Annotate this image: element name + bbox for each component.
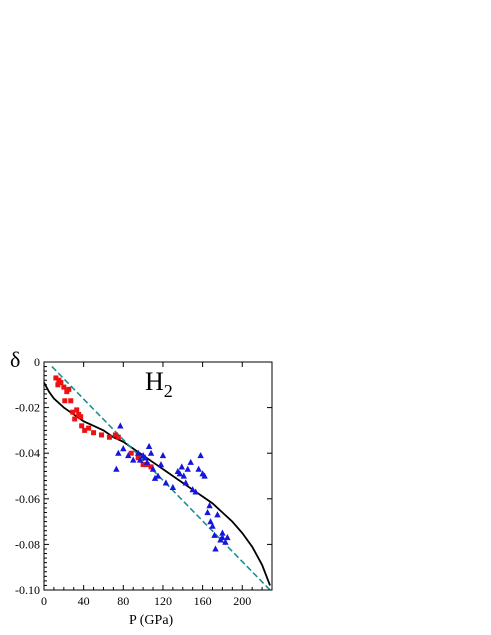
square-point xyxy=(112,432,118,438)
triangle-point xyxy=(214,511,221,518)
triangle-point xyxy=(154,472,162,479)
y-tick-label: -0.06 xyxy=(15,492,40,506)
square-point xyxy=(62,398,68,404)
square-point xyxy=(66,386,72,392)
triangle-point xyxy=(189,486,196,493)
square-point xyxy=(115,434,121,440)
triangle-point xyxy=(134,449,142,456)
triangle-point xyxy=(195,465,202,472)
triangle-point xyxy=(159,451,167,459)
x-tick-label: 120 xyxy=(154,594,172,608)
triangle-point xyxy=(224,534,231,541)
triangle-point xyxy=(147,449,155,456)
square-point xyxy=(74,407,80,413)
y-tick-label: -0.02 xyxy=(15,401,40,415)
triangle-point xyxy=(209,522,216,529)
axes: 0 40 80 120 160 200 0 -0.02 -0.04 -0.06 -0.08 -0.10 xyxy=(15,355,272,608)
square-point xyxy=(70,409,76,415)
square-point xyxy=(98,432,104,438)
triangle-point xyxy=(201,472,208,479)
triangle-point xyxy=(187,458,194,465)
square-point xyxy=(106,434,112,440)
triangle-point xyxy=(145,442,153,449)
triangle-point xyxy=(180,472,187,479)
square-point xyxy=(53,375,59,381)
x-tick-label: 160 xyxy=(194,594,212,608)
triangle-point xyxy=(143,458,151,465)
triangle-point xyxy=(136,456,144,463)
triangle-point xyxy=(149,465,157,472)
triangle-point xyxy=(184,465,191,472)
square-point xyxy=(79,423,85,429)
triangle-point xyxy=(197,451,204,459)
square-point xyxy=(128,450,134,456)
square-point xyxy=(68,398,74,404)
triangle-point xyxy=(192,488,199,495)
triangle-point xyxy=(141,454,149,461)
triangle-point xyxy=(211,531,218,538)
triangle-point xyxy=(207,518,214,525)
triangle-point xyxy=(212,545,219,552)
triangle-point xyxy=(204,508,211,516)
triangle-point xyxy=(157,461,165,468)
x-tick-label: 0 xyxy=(41,594,47,608)
y-axis-title: δ xyxy=(10,347,20,372)
triangle-point xyxy=(176,470,184,477)
triangle-point xyxy=(178,463,185,470)
triangle-point xyxy=(120,445,127,452)
triangle-point xyxy=(162,479,170,486)
triangle-point xyxy=(117,422,124,429)
x-axis-title: P (GPa) xyxy=(129,613,174,628)
square-point xyxy=(86,425,92,431)
square-point xyxy=(140,462,146,468)
triangle-point xyxy=(115,449,122,456)
chart-title-main: H xyxy=(145,367,164,396)
markers xyxy=(53,375,231,552)
triangle-point xyxy=(222,538,229,545)
square-point xyxy=(148,464,154,470)
triangle-point xyxy=(182,479,189,486)
square-point xyxy=(55,382,61,388)
y-tick-label: -0.10 xyxy=(15,583,40,597)
chart-title: H2 xyxy=(145,367,173,401)
triangle-point xyxy=(113,465,120,472)
triangle-point xyxy=(125,451,132,459)
square-point xyxy=(82,427,88,433)
triangle-point xyxy=(151,474,159,481)
square-point xyxy=(72,416,78,422)
x-tick-label: 80 xyxy=(117,594,129,608)
square-point xyxy=(135,455,141,461)
square-point xyxy=(58,380,64,386)
x-tick-label: 200 xyxy=(233,594,251,608)
triangle-point xyxy=(219,534,226,541)
y-tick-label: -0.04 xyxy=(15,446,40,460)
square-point xyxy=(61,384,67,390)
square-point xyxy=(78,414,84,420)
square-point xyxy=(91,430,97,436)
x-tick-label: 40 xyxy=(78,594,90,608)
triangle-point xyxy=(219,529,226,536)
triangle-point xyxy=(130,456,137,463)
triangle-point xyxy=(169,483,177,490)
y-tick-label: 0 xyxy=(34,355,40,369)
y-tick-label: -0.08 xyxy=(15,537,40,551)
triangle-point xyxy=(206,502,213,509)
chart-title-subscript: 2 xyxy=(164,381,173,401)
